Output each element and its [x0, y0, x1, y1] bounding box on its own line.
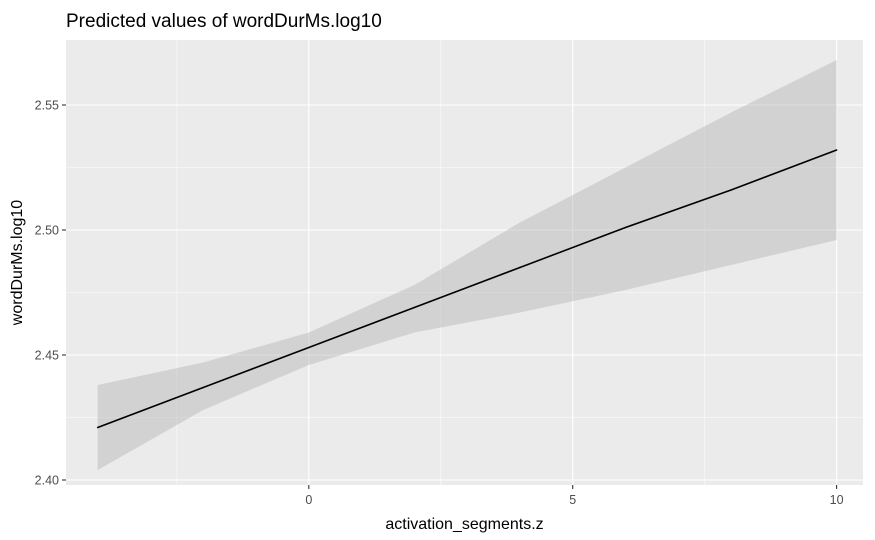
prediction-point [835, 149, 838, 151]
x-axis: 0 5 10 [305, 485, 844, 507]
plot-panel [66, 40, 863, 485]
y-tick-label: 2.45 [35, 349, 59, 363]
x-axis-title: activation_segments.z [385, 516, 543, 533]
confidence-band-layer [97, 60, 837, 470]
prediction-point [413, 306, 416, 309]
y-tick-label: 2.55 [35, 99, 59, 113]
prediction-point [730, 189, 732, 191]
x-tick-label: 0 [305, 493, 312, 507]
confidence-band [97, 60, 837, 470]
x-tick-label: 5 [569, 493, 576, 507]
major-gridlines [66, 40, 863, 485]
y-tick-label: 2.40 [35, 474, 59, 488]
y-tick-label: 2.50 [35, 224, 59, 238]
prediction-point [202, 386, 205, 389]
prediction-line [97, 149, 837, 429]
prediction-point [96, 426, 99, 429]
x-tick-label: 10 [830, 493, 844, 507]
prediction-point [624, 226, 627, 229]
prediction-point [519, 266, 521, 269]
chart-title: Predicted values of wordDurMs.log10 [66, 11, 382, 32]
prediction-line-layer [96, 149, 838, 429]
y-axis: 2.40 2.45 2.50 2.55 [35, 99, 66, 488]
prediction-point [307, 346, 310, 349]
minor-gridlines [66, 40, 863, 485]
y-axis-title: wordDurMs.log10 [9, 200, 26, 326]
